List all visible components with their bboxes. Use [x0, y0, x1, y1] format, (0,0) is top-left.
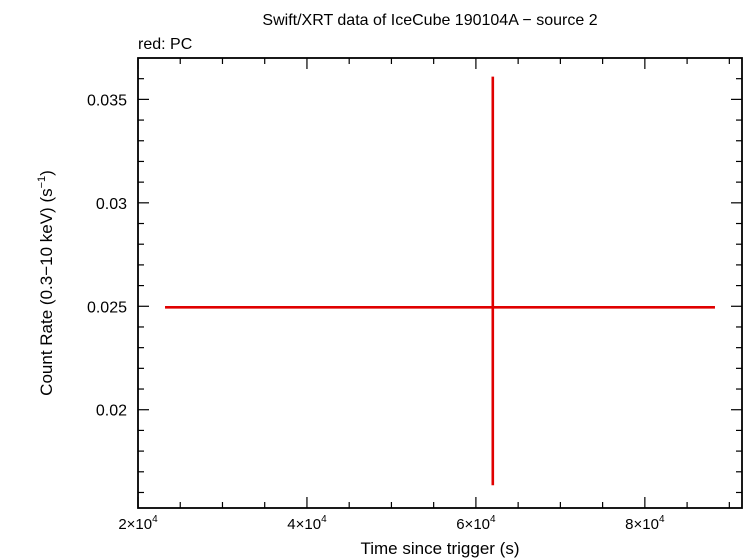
y-axis-label-main: Count Rate (0.3−10 keV) (s [37, 188, 56, 395]
x-tick-labels: 2×104 4×104 6×104 8×104 [118, 514, 665, 533]
x-tick-exponent: 4 [490, 514, 496, 525]
y-tick-label: 0.025 [87, 299, 127, 316]
y-axis-label-close: ) [37, 170, 56, 176]
y-tick-label: 0.03 [96, 196, 127, 213]
y-tick-labels: 0.02 0.025 0.03 0.035 [87, 92, 127, 419]
x-axis-label: Time since trigger (s) [360, 539, 519, 558]
x-tick-exponent: 4 [659, 514, 665, 525]
axis-ticks [137, 58, 742, 508]
x-tick-label: 8×104 [625, 514, 665, 533]
y-axis-label: Count Rate (0.3−10 keV) (s−1) [36, 170, 56, 396]
plot-frame [137, 57, 743, 509]
x-tick-exponent: 4 [152, 514, 158, 525]
x-tick-label: 2×104 [118, 514, 158, 533]
x-tick-mantissa: 8×10 [625, 516, 659, 533]
y-axis-label-exponent: −1 [36, 176, 48, 189]
x-tick-mantissa: 6×10 [456, 516, 490, 533]
x-tick-mantissa: 4×10 [287, 516, 321, 533]
x-tick-label: 6×104 [456, 514, 496, 533]
chart-title: Swift/XRT data of IceCube 190104A − sour… [262, 12, 597, 29]
data-marks [165, 76, 715, 486]
x-tick-mantissa: 2×10 [118, 516, 152, 533]
x-tick-exponent: 4 [321, 514, 327, 525]
x-tick-label: 4×104 [287, 514, 327, 533]
y-tick-label: 0.035 [87, 92, 127, 109]
y-tick-label: 0.02 [96, 403, 127, 420]
chart-subtitle: red: PC [138, 36, 192, 53]
